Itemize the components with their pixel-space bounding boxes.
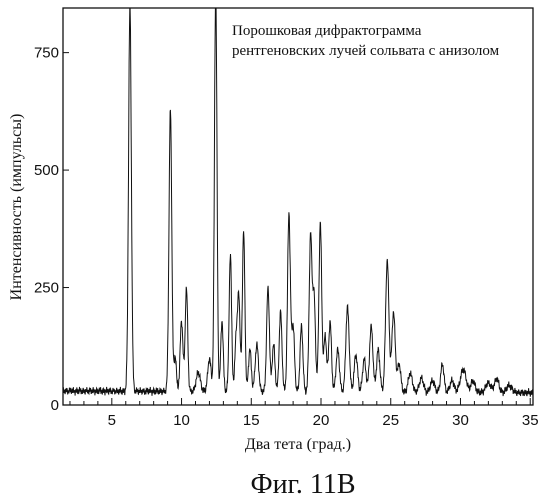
y-axis-ticks: 0 250 500 750 — [34, 45, 69, 414]
x-tick-label: 25 — [382, 412, 399, 429]
figure-caption: Фиг. 11B — [250, 469, 355, 500]
x-axis-ticks: 5 10 15 20 25 30 35 — [69, 398, 539, 429]
x-tick-label: 35 — [522, 412, 539, 429]
x-axis-label: Два тета (град.) — [245, 436, 351, 453]
y-tick-label: 250 — [34, 280, 59, 297]
x-tick-label: 15 — [243, 412, 260, 429]
y-tick-label: 500 — [34, 162, 59, 179]
plot-frame — [62, 7, 534, 406]
y-axis-label: Интенсивность (импульсы) — [8, 114, 25, 301]
y-tick-label: 0 — [51, 397, 59, 414]
x-tick-label: 5 — [108, 412, 116, 429]
y-tick-label: 750 — [34, 45, 59, 62]
x-tick-label: 30 — [452, 412, 469, 429]
diffraction-pattern-line — [62, 7, 534, 397]
chart-title-line-2: рентгеновских лучей сольвата с анизолом — [232, 43, 500, 59]
chart-title-line-1: Порошковая дифрактограмма — [232, 23, 422, 39]
x-tick-label: 20 — [313, 412, 330, 429]
x-tick-label: 10 — [173, 412, 190, 429]
